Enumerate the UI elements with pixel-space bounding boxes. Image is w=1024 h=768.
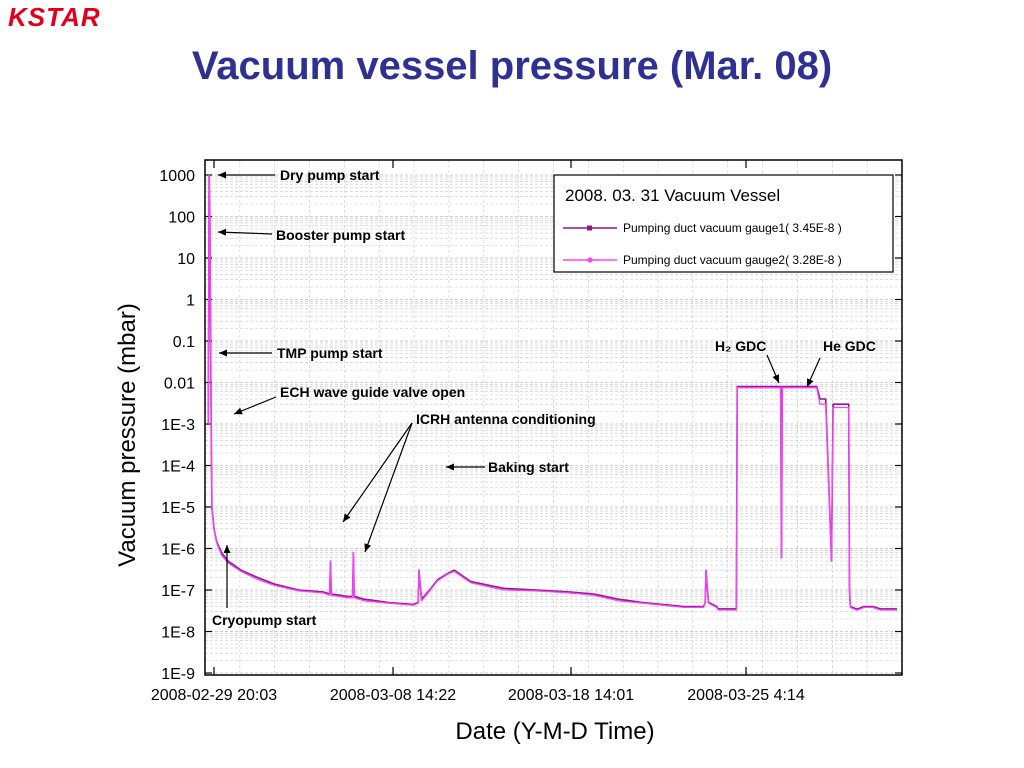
legend-marker-circle (587, 257, 593, 263)
arrow-line (217, 231, 273, 235)
annotation-label: TMP pump start (277, 345, 383, 361)
annotation-label: Cryopump start (212, 612, 317, 628)
x-tick-label: 2008-03-25 4:14 (687, 687, 805, 704)
series-line-gauge2 (207, 174, 898, 611)
annotations: Dry pump start Booster pump start TMP pump… (212, 167, 876, 628)
arrow-head (772, 374, 780, 383)
slide-title: Vacuum vessel pressure (Mar. 08) (191, 44, 833, 88)
arrow-head (218, 171, 226, 179)
legend-marker-square (587, 225, 592, 231)
legend: 2008. 03. 31 Vacuum Vessel Pumping duct v… (553, 174, 894, 273)
x-axis-label: Date (Y-M-D Time) (455, 718, 655, 745)
arrow-head (234, 407, 243, 415)
annotation-label: ECH wave guide valve open (280, 384, 465, 400)
arrow-head (807, 378, 814, 387)
y-tick-label: 1E-7 (161, 583, 195, 600)
arrow-head (343, 513, 351, 522)
legend-entry: Pumping duct vacuum gauge2( 3.28E-8 ) (623, 253, 842, 267)
x-tick-label: 2008-03-18 14:01 (508, 687, 634, 704)
kstar-logo: KSTAR (8, 2, 101, 32)
y-tick-label: 1E-3 (161, 417, 195, 434)
axis-ticks: 1000 100 10 1 0.1 0.01 1E-3 1E-4 1E-5 1E-6 1E-7 1E-… (151, 160, 902, 704)
annotation-label: He GDC (823, 338, 876, 354)
annotation-label: H₂ GDC (715, 338, 766, 354)
arrow-head (218, 228, 227, 236)
legend-entry: Pumping duct vacuum gauge1( 3.45E-8 ) (623, 221, 842, 235)
y-tick-label: 1E-4 (161, 459, 195, 476)
annotation-label: ICRH antenna conditioning (416, 411, 596, 427)
arrow-line (364, 422, 413, 553)
legend-title: 2008. 03. 31 Vacuum Vessel (565, 186, 780, 205)
arrow-head (364, 543, 372, 552)
x-tick-label: 2008-03-08 14:22 (330, 687, 456, 704)
annotation-label: Baking start (488, 459, 569, 475)
y-tick-label: 10 (177, 251, 195, 268)
arrow-head (219, 349, 227, 357)
series-lines (207, 174, 898, 611)
plot-frame (204, 159, 903, 676)
legend-box (553, 174, 894, 273)
x-tick-label: 2008-02-29 20:03 (151, 687, 277, 704)
y-tick-label: 1 (186, 293, 195, 310)
arrow-head (223, 545, 231, 553)
grid-lines (205, 160, 902, 675)
y-tick-label: 1000 (159, 168, 195, 185)
y-tick-label: 100 (168, 210, 195, 227)
y-tick-label: 0.01 (164, 376, 195, 393)
arrow-line (342, 422, 413, 523)
annotation-label: Dry pump start (280, 167, 380, 183)
y-tick-label: 0.1 (173, 334, 195, 351)
annotation-label: Booster pump start (276, 227, 405, 243)
arrow-head (446, 463, 454, 471)
y-tick-label: 1E-6 (161, 542, 195, 559)
y-tick-label: 1E-8 (161, 625, 195, 642)
y-tick-label: 1E-5 (161, 500, 195, 517)
y-tick-label: 1E-9 (161, 666, 195, 683)
